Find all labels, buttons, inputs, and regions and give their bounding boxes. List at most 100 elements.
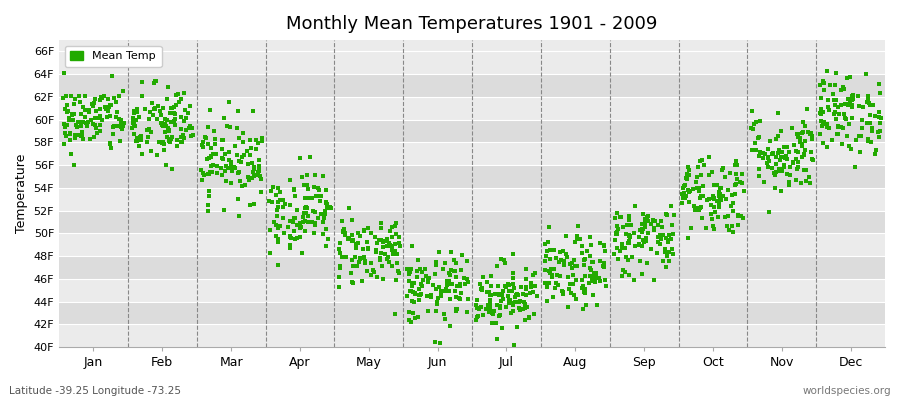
Bar (59, 233, 885, 256)
Point (728, 182, 742, 188)
Point (872, 134, 886, 141)
Point (752, 153, 766, 160)
Point (731, 211, 745, 218)
Point (797, 151, 812, 158)
Point (519, 284, 534, 290)
Point (220, 165, 235, 172)
Point (459, 309, 473, 316)
Point (443, 272, 457, 278)
Point (678, 195, 692, 201)
Point (774, 128, 788, 134)
Point (634, 226, 649, 232)
Point (860, 96, 875, 102)
Point (290, 235, 304, 241)
Point (513, 298, 527, 304)
Point (538, 266, 553, 273)
Point (178, 107, 193, 113)
Point (333, 240, 347, 246)
Point (873, 120, 887, 126)
Point (318, 210, 332, 217)
Point (167, 116, 182, 122)
Point (384, 243, 399, 249)
Point (577, 257, 591, 263)
Point (578, 286, 592, 292)
Point (860, 119, 875, 126)
Point (718, 174, 733, 180)
Point (350, 262, 365, 269)
Point (201, 202, 215, 208)
Point (654, 224, 669, 230)
Point (562, 285, 576, 292)
Point (539, 284, 554, 290)
Point (403, 288, 418, 294)
Point (158, 116, 173, 122)
Point (268, 232, 283, 239)
Point (82, 107, 96, 114)
Point (609, 231, 624, 237)
Point (693, 193, 707, 200)
Point (411, 314, 426, 320)
Point (699, 196, 714, 203)
Point (872, 113, 886, 120)
Point (319, 187, 333, 193)
Point (215, 146, 230, 152)
Point (355, 278, 369, 284)
Point (430, 301, 445, 307)
Point (706, 195, 721, 201)
Point (621, 257, 635, 263)
Point (712, 204, 726, 210)
Point (431, 249, 446, 256)
Point (815, 109, 830, 116)
Point (756, 155, 770, 162)
Point (687, 202, 701, 209)
Point (321, 204, 336, 210)
Point (195, 139, 210, 145)
Point (345, 279, 359, 285)
Point (305, 195, 320, 202)
Point (506, 302, 520, 309)
Point (706, 192, 721, 199)
Point (779, 154, 794, 160)
Point (410, 274, 424, 280)
Point (156, 122, 170, 129)
Point (698, 162, 712, 168)
Point (185, 132, 200, 139)
Point (76, 136, 90, 142)
Point (730, 162, 744, 168)
Point (384, 247, 399, 253)
Point (820, 68, 834, 74)
Point (578, 273, 592, 279)
Point (518, 317, 532, 324)
Point (826, 111, 841, 118)
Point (618, 253, 633, 260)
Point (731, 221, 745, 228)
Point (689, 205, 704, 212)
Point (635, 211, 650, 217)
Point (227, 164, 241, 170)
Point (655, 232, 670, 238)
Point (861, 100, 876, 106)
Point (424, 294, 438, 300)
Point (338, 230, 352, 236)
Point (770, 110, 785, 116)
Point (625, 254, 639, 260)
Point (524, 284, 538, 290)
Point (769, 154, 783, 160)
Point (252, 164, 266, 170)
Point (518, 301, 533, 308)
Point (692, 207, 706, 213)
Point (519, 276, 534, 282)
Point (145, 100, 159, 106)
Point (862, 120, 877, 127)
Point (89, 125, 104, 131)
Point (235, 183, 249, 190)
Point (404, 298, 419, 305)
Point (68, 135, 82, 141)
Point (68, 132, 82, 138)
Point (207, 128, 221, 134)
Point (251, 169, 266, 176)
Point (93, 97, 107, 103)
Point (872, 109, 886, 115)
Point (803, 131, 817, 138)
Point (448, 308, 463, 314)
